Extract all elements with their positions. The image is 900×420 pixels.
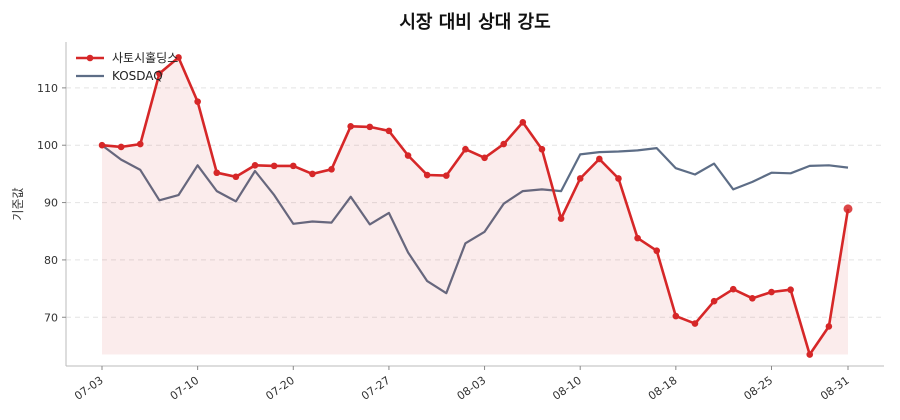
x-tick-label: 07-20 (263, 374, 297, 403)
data-point (768, 288, 775, 296)
data-point (519, 118, 527, 126)
data-point (404, 152, 412, 159)
x-tick-label: 08-25 (742, 374, 776, 403)
x-tick-label: 08-03 (455, 374, 489, 403)
data-point (213, 169, 221, 177)
data-point (443, 172, 450, 179)
chart-title: 시장 대비 상대 강도 (399, 12, 550, 33)
y-tick-label: 80 (44, 254, 58, 267)
data-point (806, 351, 814, 358)
data-point (251, 161, 259, 169)
data-point (557, 215, 565, 222)
legend-label: 사토시홀딩스 (112, 51, 178, 65)
data-point (749, 295, 756, 302)
x-tick-label: 07-10 (168, 374, 202, 403)
data-point (175, 54, 182, 61)
data-point (787, 286, 794, 294)
x-tick-label: 07-03 (72, 374, 106, 403)
x-tick-label: 08-10 (550, 374, 584, 403)
series-line (101, 56, 850, 356)
data-point (538, 145, 546, 153)
data-point (366, 123, 374, 131)
data-point (347, 122, 354, 130)
data-point (843, 204, 853, 214)
y-tick-label: 100 (37, 139, 58, 152)
data-point (729, 285, 737, 293)
data-point (385, 127, 393, 135)
x-tick-label: 08-31 (818, 374, 852, 403)
x-tick-label: 08-18 (646, 374, 680, 403)
data-point (500, 140, 507, 148)
y-tick-label: 70 (44, 311, 58, 324)
data-point (481, 154, 488, 162)
y-tick-label: 90 (44, 197, 58, 210)
data-point (634, 234, 641, 242)
data-point (615, 175, 622, 182)
data-point (270, 162, 278, 170)
series-area-fill (102, 57, 848, 355)
data-point (710, 297, 718, 305)
data-point (194, 98, 201, 105)
data-point (156, 70, 163, 77)
data-point (462, 145, 469, 153)
data-point (691, 320, 699, 327)
data-point (98, 141, 106, 149)
data-point (423, 171, 431, 179)
data-point (328, 166, 335, 173)
data-point (596, 155, 603, 163)
data-point (653, 247, 661, 255)
data-point (289, 162, 297, 170)
data-point (117, 143, 125, 151)
data-point (825, 323, 833, 330)
axes-layer (65, 42, 884, 367)
data-point (672, 312, 680, 320)
grid-layer (66, 87, 884, 318)
series-line (101, 144, 849, 295)
legend: 사토시홀딩스 KOSDAQ (76, 51, 178, 83)
x-tick-label: 07-27 (359, 374, 393, 403)
y-tick-label: 110 (37, 82, 58, 95)
data-point (232, 173, 240, 181)
series-layer (98, 54, 853, 358)
legend-marker (86, 54, 94, 62)
data-point (309, 170, 316, 178)
data-point (576, 175, 584, 182)
data-point (136, 140, 144, 148)
y-axis-label: 기준값 (11, 187, 25, 220)
legend-label: KOSDAQ (112, 69, 163, 83)
